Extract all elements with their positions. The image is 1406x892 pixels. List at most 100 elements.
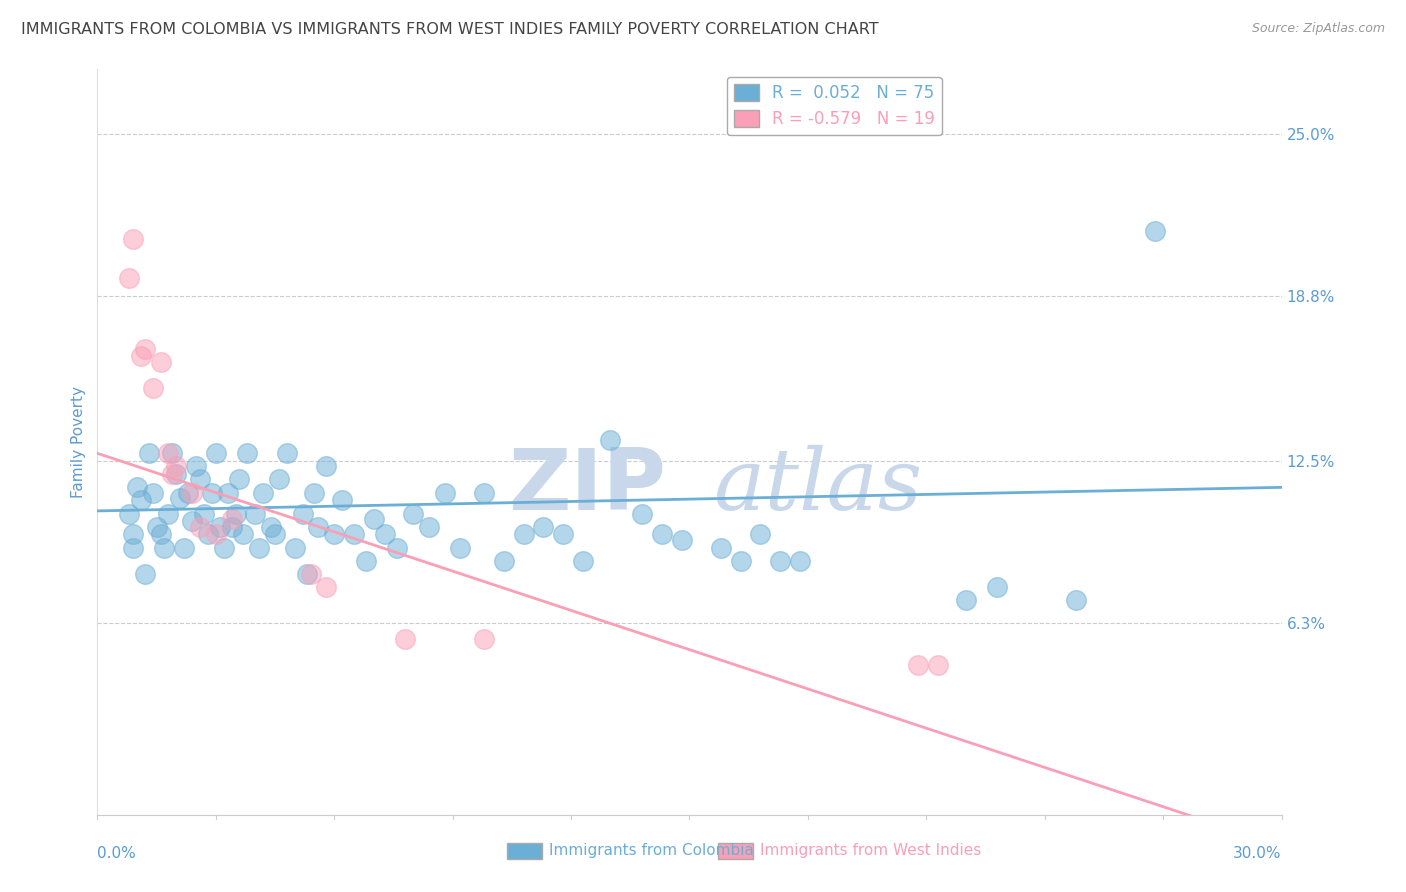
Point [129, 350, 152, 364]
Point [149, 354, 172, 368]
Point [1144, 224, 1167, 238]
Point [418, 519, 440, 533]
Point [201, 485, 224, 500]
Point [149, 527, 172, 541]
Point [402, 507, 425, 521]
Point [472, 485, 495, 500]
Point [299, 566, 322, 581]
Point [986, 580, 1008, 594]
Point [730, 554, 752, 568]
Point [142, 485, 165, 500]
Point [343, 527, 366, 541]
Text: atlas: atlas [713, 445, 922, 528]
Point [252, 485, 274, 500]
Point [295, 566, 318, 581]
Text: 30.0%: 30.0% [1233, 846, 1281, 861]
Point [177, 485, 200, 500]
Point [245, 507, 267, 521]
Point [531, 519, 554, 533]
Point [134, 566, 156, 581]
Point [492, 554, 515, 568]
Point [165, 467, 187, 482]
Point [134, 342, 156, 356]
Point [181, 485, 204, 500]
Point [307, 519, 329, 533]
Point [228, 473, 250, 487]
Point [236, 446, 259, 460]
Text: Immigrants from West Indies: Immigrants from West Indies [759, 843, 981, 858]
Point [394, 632, 416, 647]
Text: ZIP: ZIP [508, 445, 666, 528]
Point [125, 480, 148, 494]
Point [138, 446, 160, 460]
Legend: R =  0.052   N = 75, R = -0.579   N = 19: R = 0.052 N = 75, R = -0.579 N = 19 [727, 77, 942, 135]
Point [232, 527, 254, 541]
Text: Source: ZipAtlas.com: Source: ZipAtlas.com [1251, 22, 1385, 36]
Point [304, 485, 326, 500]
Point [651, 527, 673, 541]
Point [122, 541, 145, 555]
Text: 0.0%: 0.0% [97, 846, 136, 861]
Point [553, 527, 575, 541]
Point [260, 519, 283, 533]
Point [162, 467, 184, 482]
Point [927, 658, 949, 673]
Point [157, 507, 180, 521]
Point [631, 507, 654, 521]
Point [323, 527, 346, 541]
Point [769, 554, 792, 568]
Point [387, 541, 409, 555]
Point [512, 527, 534, 541]
Point [157, 446, 180, 460]
Point [450, 541, 472, 555]
Point [193, 507, 215, 521]
Point [671, 533, 693, 547]
Point [264, 527, 287, 541]
Point [572, 554, 595, 568]
Point [955, 593, 977, 607]
Point [276, 446, 298, 460]
Point [374, 527, 396, 541]
Point [212, 541, 235, 555]
Point [224, 507, 246, 521]
Point [472, 632, 495, 647]
Point [181, 515, 204, 529]
Point [118, 507, 141, 521]
Point [162, 446, 184, 460]
Point [184, 459, 207, 474]
Point [291, 507, 314, 521]
Point [153, 541, 176, 555]
Point [204, 446, 226, 460]
Point [188, 473, 211, 487]
Point [267, 473, 290, 487]
Point [208, 519, 231, 533]
Point [1064, 593, 1087, 607]
Point [330, 493, 353, 508]
Point [433, 485, 456, 500]
Point [165, 459, 187, 474]
Point [284, 541, 307, 555]
Y-axis label: Family Poverty: Family Poverty [72, 385, 86, 498]
Point [315, 580, 337, 594]
Text: IMMIGRANTS FROM COLOMBIA VS IMMIGRANTS FROM WEST INDIES FAMILY POVERTY CORRELATI: IMMIGRANTS FROM COLOMBIA VS IMMIGRANTS F… [21, 22, 879, 37]
Point [749, 527, 772, 541]
Point [789, 554, 811, 568]
Point [354, 554, 377, 568]
Point [204, 527, 226, 541]
Point [129, 493, 152, 508]
Point [710, 541, 733, 555]
Point [315, 459, 337, 474]
Point [142, 381, 165, 395]
Point [363, 512, 385, 526]
Point [221, 519, 243, 533]
Point [197, 527, 219, 541]
Point [217, 485, 239, 500]
Point [599, 434, 621, 448]
Point [188, 519, 211, 533]
Point [173, 541, 195, 555]
Text: Immigrants from Colombia: Immigrants from Colombia [548, 843, 754, 858]
Point [145, 519, 167, 533]
Point [169, 491, 191, 505]
Point [122, 232, 145, 246]
Point [221, 512, 243, 526]
